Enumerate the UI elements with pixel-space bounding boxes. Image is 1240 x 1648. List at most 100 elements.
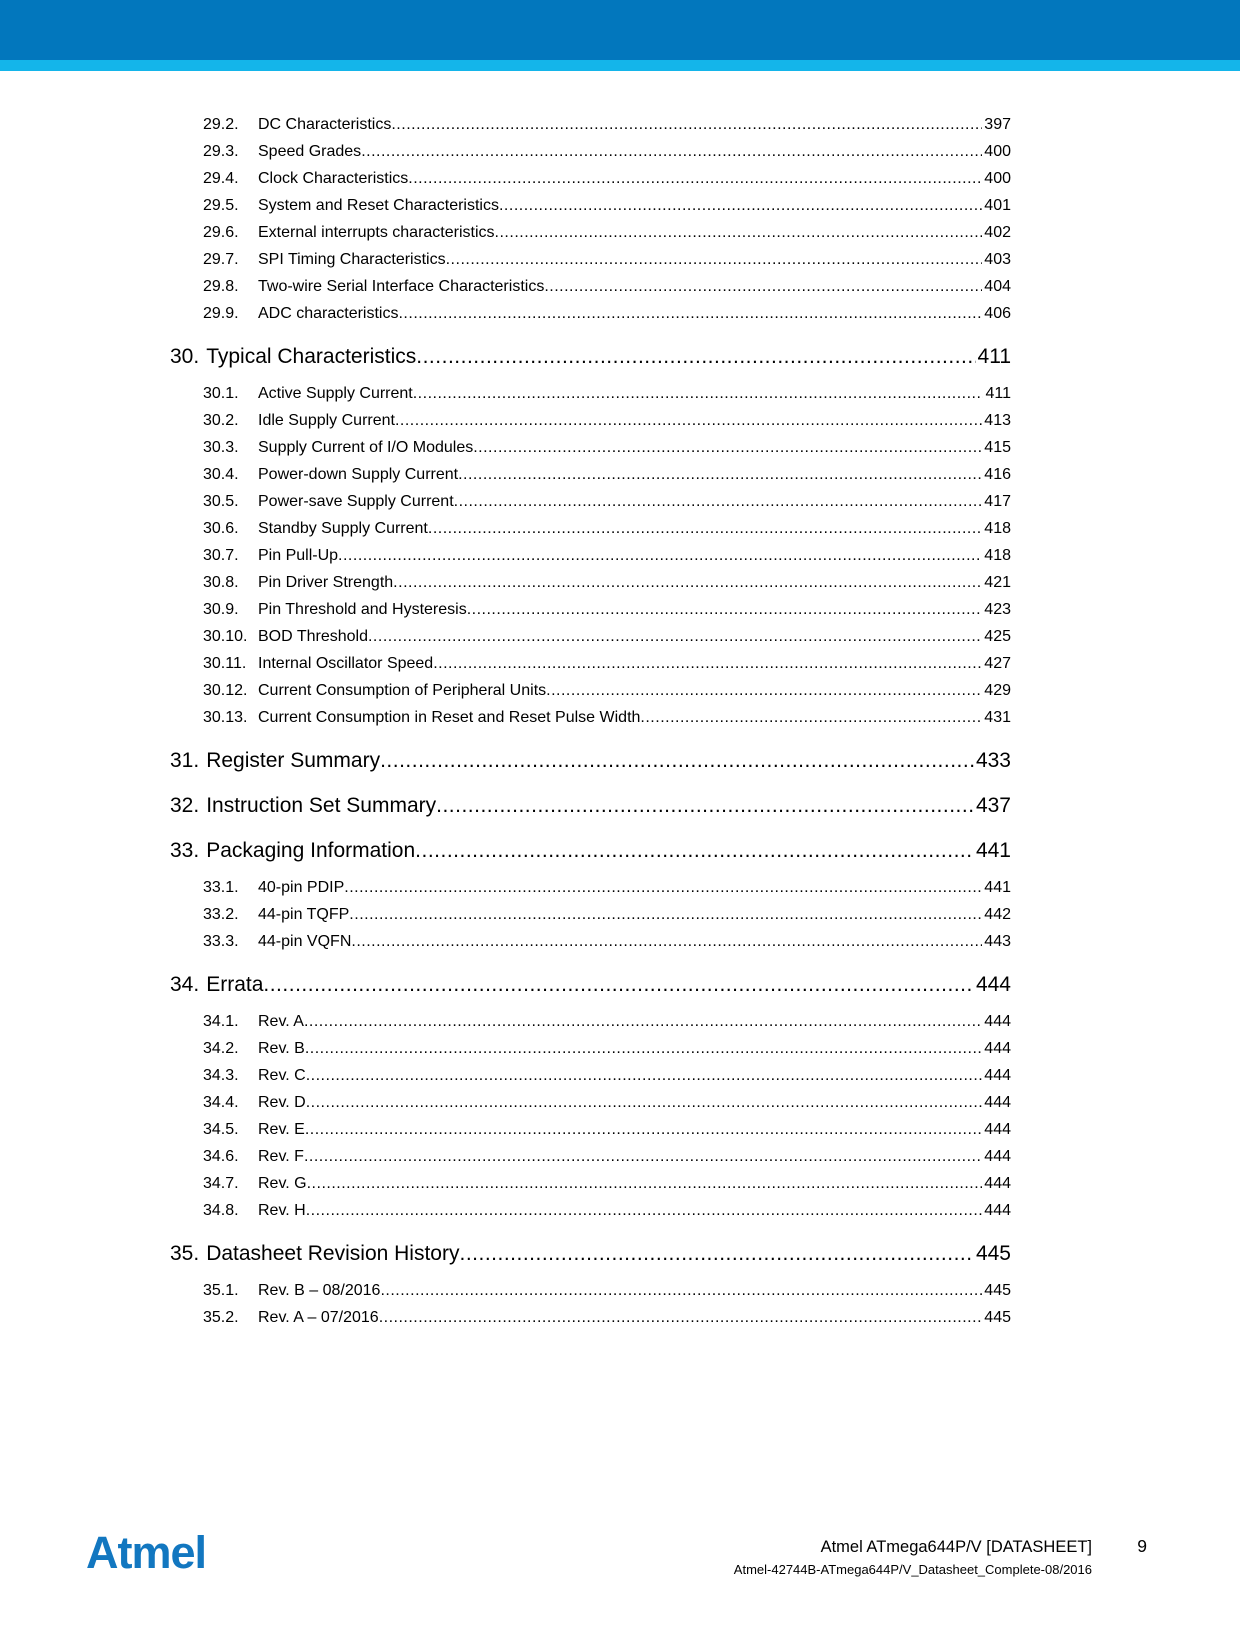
toc-dot-leader: ........................................… bbox=[544, 278, 982, 295]
toc-dot-leader: ........................................… bbox=[304, 1121, 983, 1138]
table-of-contents: 29.2. DC Characteristics.................… bbox=[170, 71, 1011, 1331]
toc-entry-link[interactable]: 34.7. Rev. G.............................… bbox=[170, 1170, 1011, 1197]
toc-heading-link[interactable]: 30. Typical Characteristics..............… bbox=[170, 342, 1011, 372]
toc-entry-link[interactable]: 30.8. Pin Driver Strength................… bbox=[170, 569, 1011, 596]
toc-entry-number: 29.3. bbox=[203, 143, 239, 160]
toc-entry-link[interactable]: 29.2. DC Characteristics.................… bbox=[170, 111, 1011, 138]
toc-heading-link[interactable]: 31. Register Summary.....................… bbox=[170, 746, 1011, 776]
toc-entry-number: 29.4. bbox=[203, 170, 239, 187]
toc-entry-link[interactable]: 30.10. BOD Threshold.....................… bbox=[170, 623, 1011, 650]
toc-heading-page: 441 bbox=[975, 839, 1011, 862]
toc-entry-link[interactable]: 34.3. Rev. C.............................… bbox=[170, 1062, 1011, 1089]
toc-entry-link[interactable]: 29.9. ADC characteristics................… bbox=[170, 300, 1011, 327]
toc-entry-page: 444 bbox=[984, 1040, 1011, 1057]
toc-heading-link[interactable]: 34. Errata...............................… bbox=[170, 970, 1011, 1000]
toc-entry-title: Active Supply Current bbox=[258, 385, 413, 402]
toc-entry-link[interactable]: 34.2. Rev. B.............................… bbox=[170, 1035, 1011, 1062]
toc-heading-link[interactable]: 33. Packaging Information................… bbox=[170, 836, 1011, 866]
toc-entry-page: 444 bbox=[984, 1148, 1011, 1165]
toc-entry-title: Rev. C bbox=[258, 1067, 306, 1084]
toc-entry-link[interactable]: 29.5. System and Reset Characteristics...… bbox=[170, 192, 1011, 219]
toc-entry-number: 30.9. bbox=[203, 601, 239, 618]
toc-heading-number: 31. bbox=[170, 749, 200, 772]
toc-entry-page: 445 bbox=[984, 1309, 1011, 1326]
toc-entry-page: 401 bbox=[984, 197, 1011, 214]
toc-entry-link[interactable]: 30.12. Current Consumption of Peripheral … bbox=[170, 677, 1011, 704]
toc-entry-page: 444 bbox=[984, 1013, 1011, 1030]
toc-dot-leader: ........................................… bbox=[416, 345, 975, 368]
toc-entry-title: External interrupts characteristics bbox=[258, 224, 495, 241]
toc-heading-page: 444 bbox=[975, 973, 1011, 996]
toc-heading-number: 35. bbox=[170, 1242, 200, 1265]
toc-entry-link[interactable]: 34.8. Rev. H.............................… bbox=[170, 1197, 1011, 1224]
toc-entry-link[interactable]: 30.3. Supply Current of I/O Modules......… bbox=[170, 434, 1011, 461]
toc-entry-number: 34.1. bbox=[203, 1013, 239, 1030]
toc-entry-link[interactable]: 30.7. Pin Pull-Up........................… bbox=[170, 542, 1011, 569]
toc-entry-link[interactable]: 35.2. Rev. A – 07/2016...................… bbox=[170, 1304, 1011, 1331]
toc-heading-link[interactable]: 35. Datasheet Revision History...........… bbox=[170, 1239, 1011, 1269]
toc-entry-title: Rev. E bbox=[258, 1121, 305, 1138]
toc-entry-title: Pin Driver Strength bbox=[258, 574, 394, 591]
toc-entry-link[interactable]: 34.4. Rev. D.............................… bbox=[170, 1089, 1011, 1116]
toc-dot-leader: ........................................… bbox=[380, 749, 974, 772]
toc-entry-link[interactable]: 33.3. 44-pin VQFN........................… bbox=[170, 928, 1011, 955]
toc-entry-page: 443 bbox=[984, 933, 1011, 950]
toc-entry-link[interactable]: 34.5. Rev. E.............................… bbox=[170, 1116, 1011, 1143]
toc-entry-number: 33.2. bbox=[203, 906, 239, 923]
toc-entry-link[interactable]: 33.1. 40-pin PDIP........................… bbox=[170, 874, 1011, 901]
toc-entry-link[interactable]: 30.9. Pin Threshold and Hysteresis.......… bbox=[170, 596, 1011, 623]
toc-entry-link[interactable]: 30.11. Internal Oscillator Speed.........… bbox=[170, 650, 1011, 677]
toc-entry-link[interactable]: 30.4. Power-down Supply Current..........… bbox=[170, 461, 1011, 488]
toc-dot-leader: ........................................… bbox=[349, 906, 983, 923]
toc-heading-link[interactable]: 32. Instruction Set Summary..............… bbox=[170, 791, 1011, 821]
toc-entry-link[interactable]: 34.1. Rev. A.............................… bbox=[170, 1008, 1011, 1035]
toc-entry-number: 35.1. bbox=[203, 1282, 239, 1299]
toc-entry-title: Rev. D bbox=[258, 1094, 306, 1111]
toc-entry-link[interactable]: 30.6. Standby Supply Current.............… bbox=[170, 515, 1011, 542]
toc-entry-link[interactable]: 29.6. External interrupts characteristics… bbox=[170, 219, 1011, 246]
toc-dot-leader: ........................................… bbox=[304, 1040, 983, 1057]
toc-entry-link[interactable]: 34.6. Rev. F.............................… bbox=[170, 1143, 1011, 1170]
toc-dot-leader: ........................................… bbox=[412, 385, 984, 402]
toc-entry-title: ADC characteristics bbox=[258, 305, 399, 322]
toc-entry-link[interactable]: 30.1. Active Supply Current..............… bbox=[170, 380, 1011, 407]
toc-group: 33. Packaging Information................… bbox=[170, 836, 1011, 955]
toc-entry-page: 406 bbox=[984, 305, 1011, 322]
toc-entry-page: 417 bbox=[984, 493, 1011, 510]
toc-entry-number: 29.5. bbox=[203, 197, 239, 214]
toc-entry-title: Power-down Supply Current bbox=[258, 466, 459, 483]
toc-entry-page: 444 bbox=[984, 1202, 1011, 1219]
svg-text:Atmel: Atmel bbox=[86, 1528, 206, 1576]
toc-entry-title: Pin Threshold and Hysteresis bbox=[258, 601, 467, 618]
toc-dot-leader: ........................................… bbox=[427, 520, 982, 537]
toc-entry-link[interactable]: 29.8. Two-wire Serial Interface Character… bbox=[170, 273, 1011, 300]
toc-entry-number: 35.2. bbox=[203, 1309, 239, 1326]
toc-heading-number: 30. bbox=[170, 345, 200, 368]
toc-entry-link[interactable]: 29.3. Speed Grades.......................… bbox=[170, 138, 1011, 165]
toc-heading-title: Instruction Set Summary bbox=[206, 794, 437, 817]
toc-heading-number: 32. bbox=[170, 794, 200, 817]
toc-entry-page: 444 bbox=[984, 1121, 1011, 1138]
toc-entry-page: 427 bbox=[984, 655, 1011, 672]
toc-entry-number: 30.4. bbox=[203, 466, 239, 483]
toc-entry-link[interactable]: 29.7. SPI Timing Characteristics.........… bbox=[170, 246, 1011, 273]
toc-entry-link[interactable]: 29.4. Clock Characteristics..............… bbox=[170, 165, 1011, 192]
toc-entry-number: 30.6. bbox=[203, 520, 239, 537]
toc-entry-number: 34.4. bbox=[203, 1094, 239, 1111]
toc-entry-link[interactable]: 33.2. 44-pin TQFP........................… bbox=[170, 901, 1011, 928]
toc-entry-number: 29.8. bbox=[203, 278, 239, 295]
toc-entry-link[interactable]: 35.1. Rev. B – 08/2016...................… bbox=[170, 1277, 1011, 1304]
toc-dot-leader: ........................................… bbox=[466, 601, 983, 618]
toc-entry-number: 29.7. bbox=[203, 251, 239, 268]
toc-heading-page: 433 bbox=[975, 749, 1011, 772]
atmel-logo: Atmel bbox=[86, 1527, 208, 1581]
toc-entry-title: Clock Characteristics bbox=[258, 170, 409, 187]
toc-entry-page: 431 bbox=[984, 709, 1011, 726]
toc-entry-link[interactable]: 30.2. Idle Supply Current................… bbox=[170, 407, 1011, 434]
toc-entry-link[interactable]: 30.13. Current Consumption in Reset and R… bbox=[170, 704, 1011, 731]
toc-dot-leader: ........................................… bbox=[380, 1282, 982, 1299]
footer-doc-id: Atmel-42744B-ATmega644P/V_Datasheet_Comp… bbox=[733, 1562, 1092, 1577]
toc-dot-leader: ........................................… bbox=[263, 973, 974, 996]
toc-entry-link[interactable]: 30.5. Power-save Supply Current..........… bbox=[170, 488, 1011, 515]
toc-heading-title: Errata bbox=[206, 973, 264, 996]
